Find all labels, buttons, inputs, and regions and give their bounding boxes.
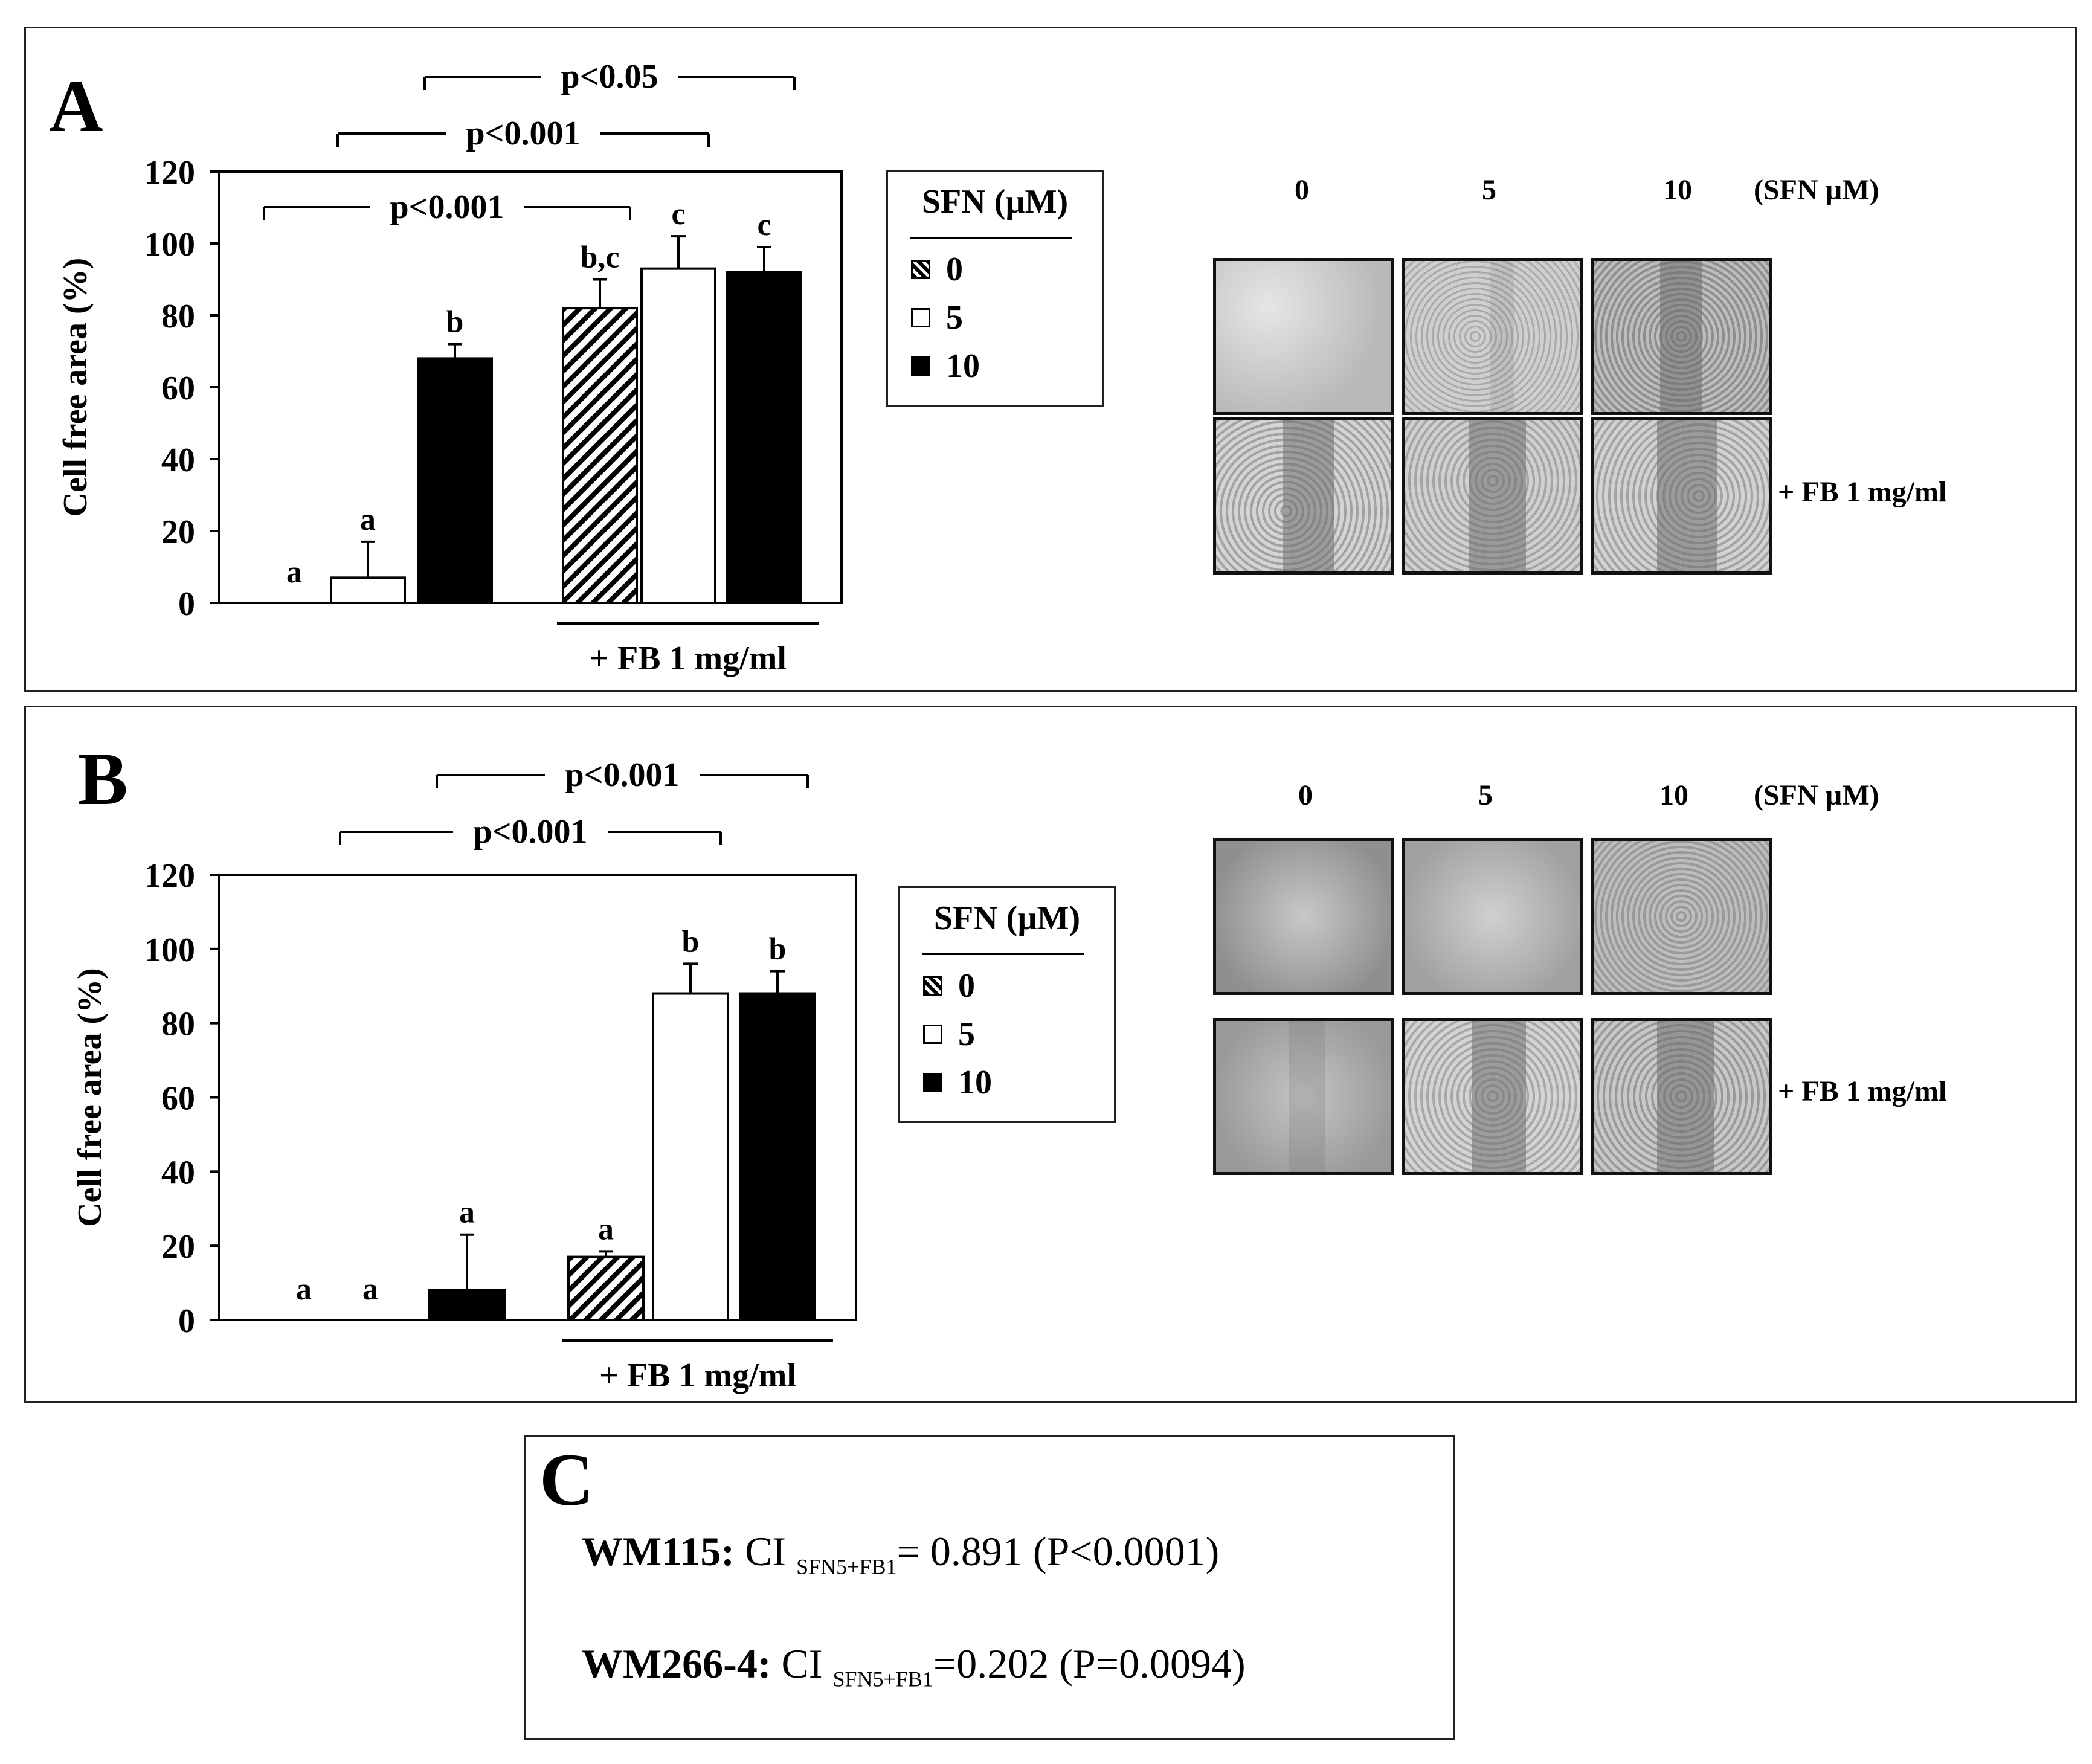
bar (739, 992, 816, 1321)
micrograph-fb-sfn5 (1402, 417, 1583, 575)
legend-b: SFN (µM) 0 5 10 (898, 886, 1116, 1123)
micrograph-control-sfn10 (1591, 838, 1772, 995)
bar (330, 576, 406, 604)
micrograph-col-label: 10 (1663, 174, 1692, 206)
y-axis-label: Cell free area (%) (71, 968, 109, 1227)
combination-index-line-wm115: WM115: CI SFN5+FB1= 0.891 (P<0.0001) (582, 1528, 1220, 1579)
y-tick-label: 40 (161, 442, 195, 479)
micrograph-control-sfn0 (1213, 258, 1394, 415)
significance-letter: b (769, 932, 787, 967)
micrograph-row-label: + FB 1 mg/ml (1778, 476, 1947, 508)
micrograph-unit-label: (SFN µM) (1754, 174, 1879, 206)
significance-letter: a (286, 555, 302, 590)
legend-title: SFN (µM) (933, 900, 1081, 937)
micrograph-col-label: 0 (1295, 174, 1309, 206)
micrograph-col-label: 5 (1482, 174, 1496, 206)
legend-item-sfn-5: 5 (923, 1015, 975, 1054)
micrograph-unit-label: (SFN µM) (1754, 779, 1879, 811)
bar (417, 357, 493, 605)
y-tick-label: 20 (161, 513, 195, 551)
bar (652, 992, 729, 1321)
group-label: + FB 1 mg/ml (590, 640, 787, 677)
comparison-p-value: p<0.05 (561, 58, 658, 95)
group-label: + FB 1 mg/ml (599, 1357, 796, 1394)
y-tick-label: 60 (161, 370, 195, 407)
legend-item-sfn-0: 0 (911, 250, 963, 289)
comparison-p-value: p<0.001 (466, 115, 580, 152)
legend-item-sfn-0: 0 (923, 967, 975, 1005)
legend-title: SFN (µM) (921, 183, 1069, 220)
significance-letter: b (446, 305, 464, 340)
comparison-p-value: p<0.001 (473, 813, 587, 851)
y-tick-label: 120 (144, 857, 195, 895)
bar (726, 271, 802, 605)
y-axis-label: Cell free area (%) (57, 258, 94, 517)
legend-item-sfn-5: 5 (911, 298, 963, 337)
micrograph-fb-sfn0 (1213, 417, 1394, 575)
micrograph-col-label: 5 (1478, 779, 1493, 811)
panel-b: B 0 20 40 60 80 100 120 Cell free area (%) a a a a b… (24, 706, 2077, 1403)
combination-index-line-wm266: WM266-4: CI SFN5+FB1=0.202 (P=0.0094) (582, 1641, 1246, 1692)
micrograph-control-sfn5 (1402, 838, 1583, 995)
significance-letter: a (360, 503, 376, 537)
panel-label-a: A (49, 65, 103, 147)
significance-letter: b (682, 924, 700, 959)
panel-a: A 0 20 40 60 80 100 120 Cell free area (%) a a b b,… (24, 27, 2077, 692)
micrograph-control-sfn10 (1591, 258, 1772, 415)
y-tick-label: 100 (144, 226, 195, 263)
panel-label-b: B (78, 738, 128, 820)
open-swatch-icon (911, 308, 930, 327)
panel-c: C WM115: CI SFN5+FB1= 0.891 (P<0.0001) W… (524, 1435, 1455, 1740)
y-tick-label: 120 (144, 154, 195, 192)
panel-label-c: C (539, 1438, 594, 1521)
significance-letter: a (296, 1272, 312, 1307)
legend-item-sfn-10: 10 (923, 1063, 992, 1102)
micrograph-fb-sfn10 (1591, 1018, 1772, 1175)
comparison-p-value: p<0.001 (565, 756, 679, 794)
bar (562, 307, 638, 604)
bar (428, 1289, 506, 1321)
y-tick-label: 20 (161, 1228, 195, 1266)
significance-letter: b,c (581, 240, 620, 275)
bar (640, 267, 716, 604)
y-tick-label: 0 (178, 1302, 195, 1340)
solid-swatch-icon (923, 1073, 942, 1092)
micrograph-control-sfn5 (1402, 258, 1583, 415)
significance-letter: c (757, 208, 771, 242)
hatch-swatch-icon (923, 976, 942, 996)
legend-divider (910, 237, 1072, 239)
solid-swatch-icon (911, 356, 930, 376)
micrograph-col-label: 10 (1659, 779, 1688, 811)
hatch-swatch-icon (911, 260, 930, 279)
legend-a: SFN (µM) 0 5 10 (886, 170, 1104, 407)
y-tick-label: 60 (161, 1080, 195, 1118)
micrograph-fb-sfn0 (1213, 1018, 1394, 1175)
bar (567, 1255, 645, 1322)
significance-letter: a (598, 1212, 614, 1246)
micrograph-fb-sfn5 (1402, 1018, 1583, 1175)
legend-divider (922, 953, 1084, 955)
comparison-p-value: p<0.001 (390, 188, 504, 226)
micrograph-control-sfn0 (1213, 838, 1394, 995)
open-swatch-icon (923, 1025, 942, 1044)
significance-letter: a (459, 1196, 475, 1230)
y-tick-label: 80 (161, 298, 195, 335)
significance-letter: a (362, 1272, 378, 1307)
bar-chart-b: 0 20 40 60 80 100 120 Cell free area (%) a a a a b b +… (71, 756, 857, 1394)
y-tick-label: 0 (178, 585, 195, 623)
legend-item-sfn-10: 10 (911, 347, 980, 385)
significance-letter: c (671, 197, 685, 231)
y-tick-label: 100 (144, 932, 195, 969)
y-tick-label: 80 (161, 1006, 195, 1043)
micrograph-fb-sfn10 (1591, 417, 1772, 575)
micrograph-col-label: 0 (1298, 779, 1313, 811)
bar-chart-a: 0 20 40 60 80 100 120 Cell free area (%) a a b b,c c… (57, 58, 843, 677)
y-tick-label: 40 (161, 1154, 195, 1191)
micrograph-row-label: + FB 1 mg/ml (1778, 1075, 1947, 1107)
